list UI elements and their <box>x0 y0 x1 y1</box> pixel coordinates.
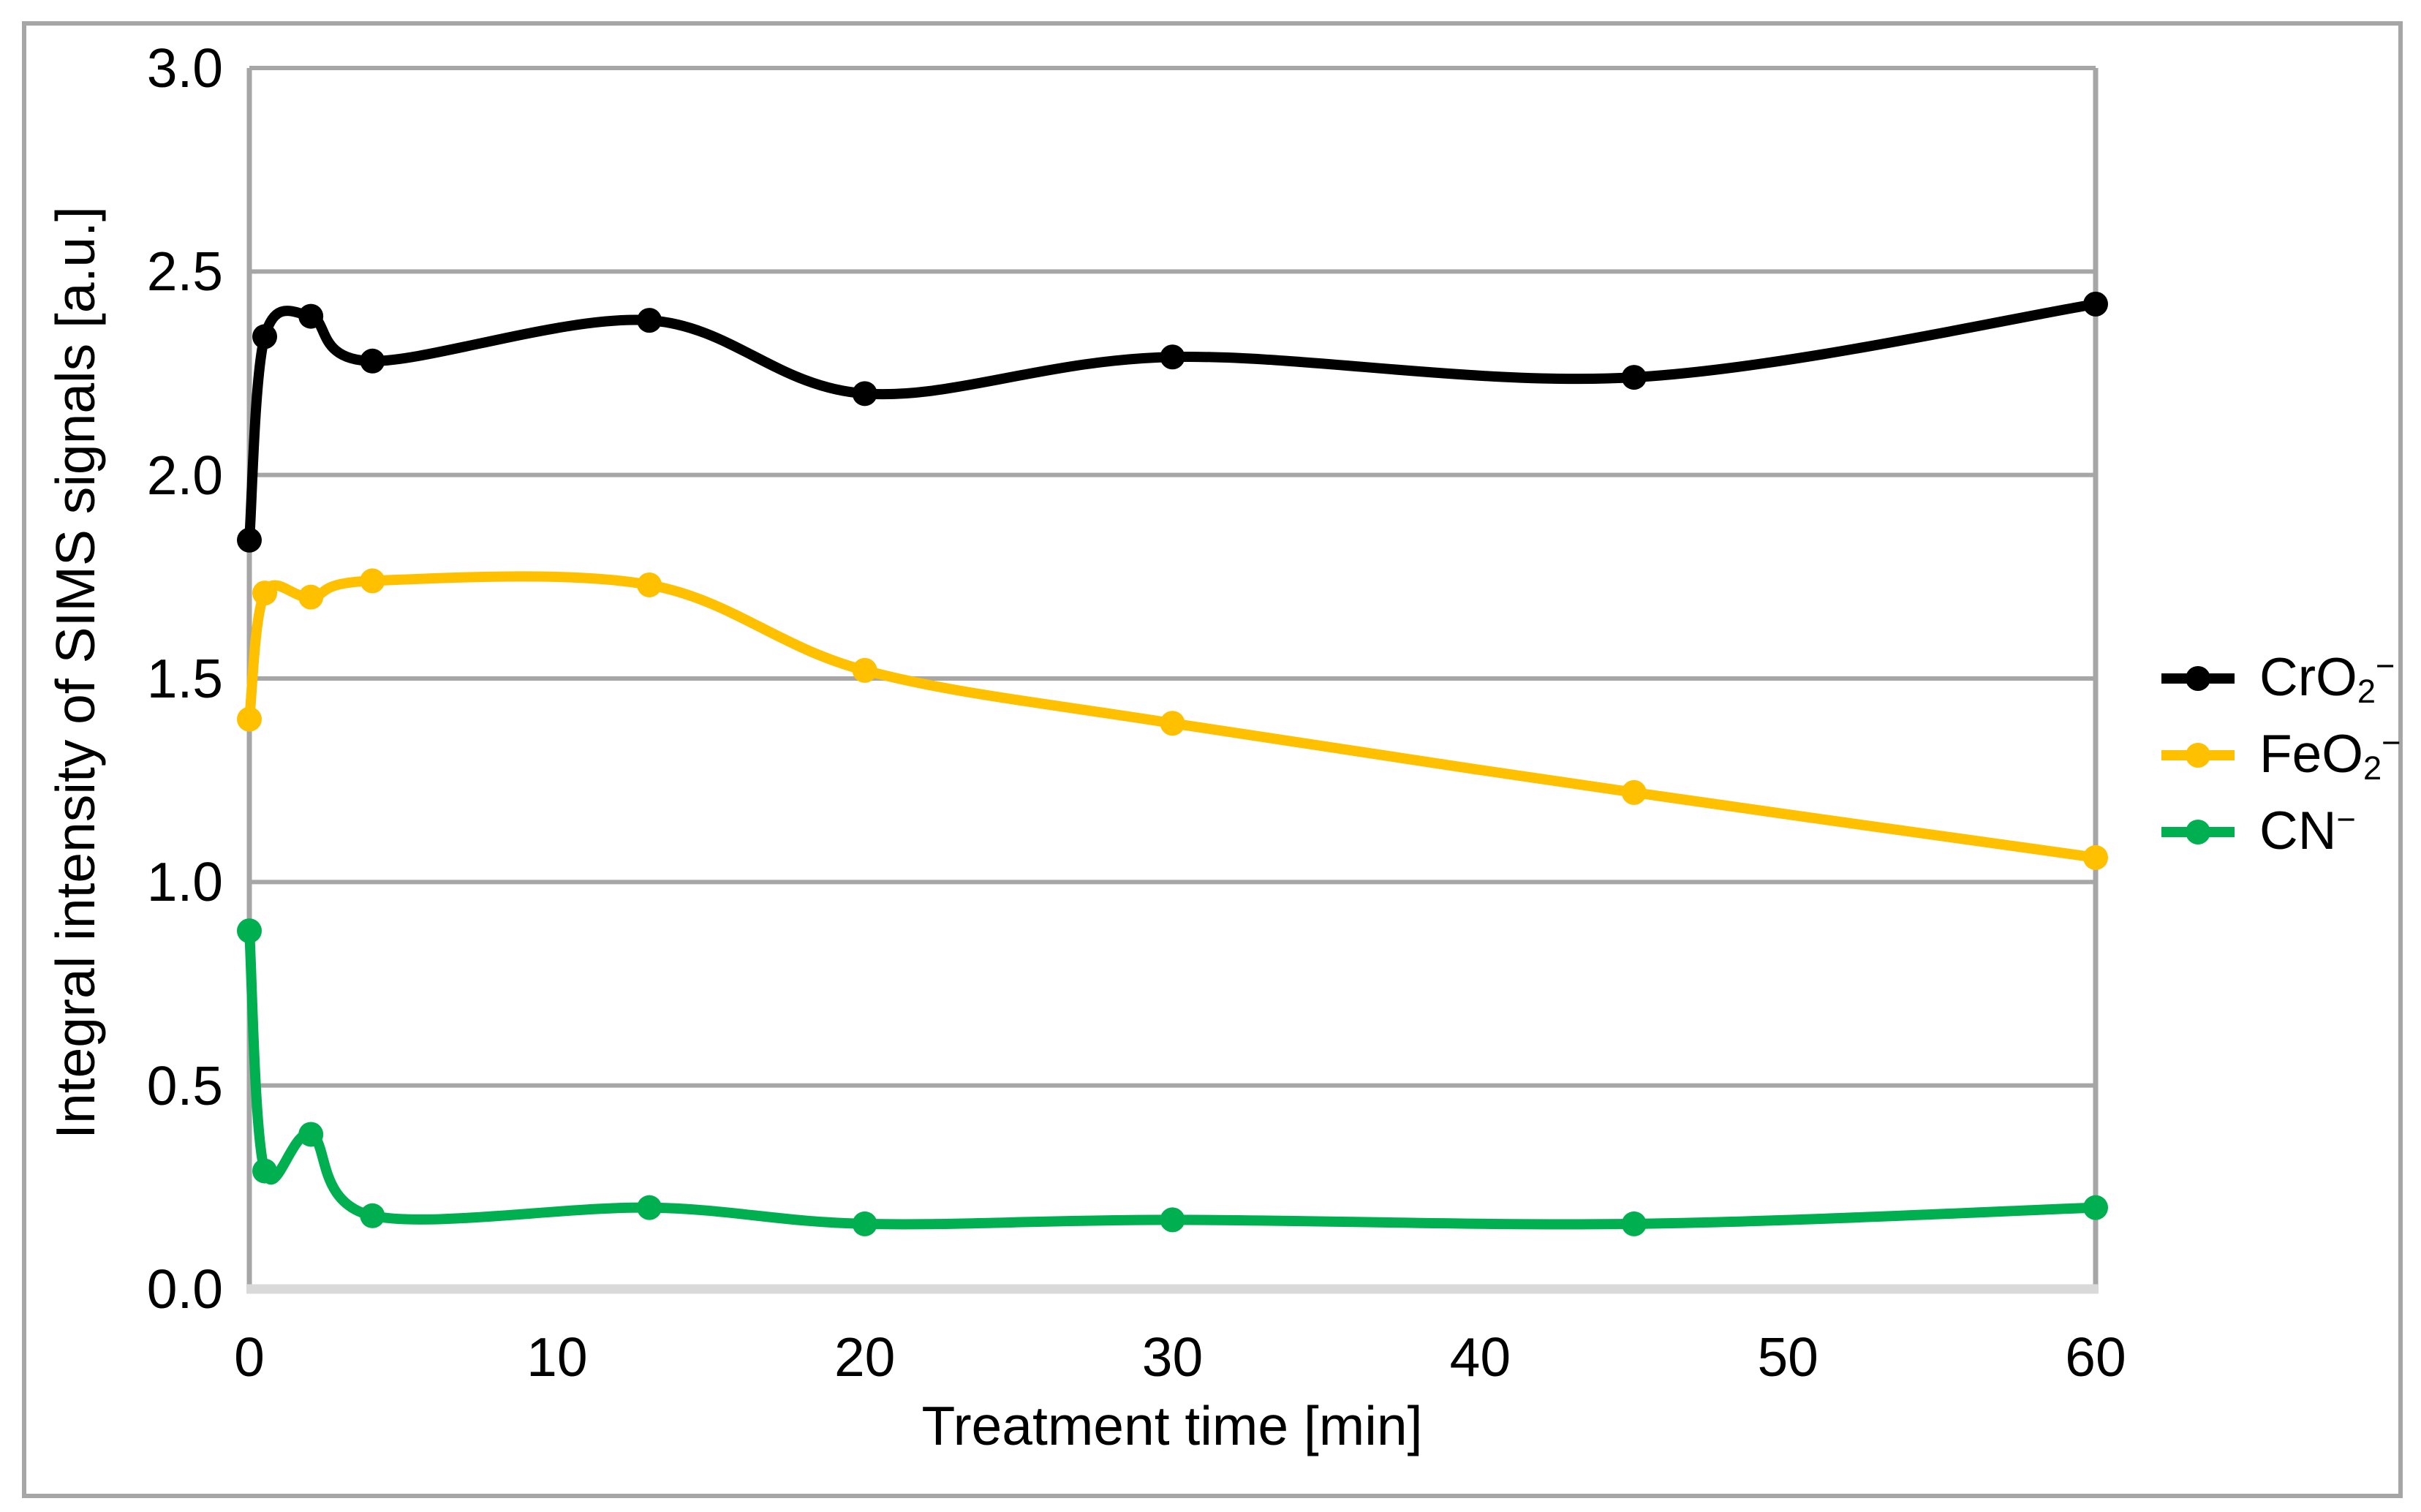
y-tick-label: 2.5 <box>146 241 223 303</box>
x-tick-label: 40 <box>1449 1326 1511 1388</box>
legend-item-feo: FeO2− <box>2158 723 2401 787</box>
x-tick-label: 50 <box>1757 1326 1818 1388</box>
figure-border <box>22 21 2403 1498</box>
data-point-marker <box>360 348 385 374</box>
legend-marker-icon <box>2161 820 2235 844</box>
x-tick-label: 60 <box>2065 1326 2126 1388</box>
data-point-marker <box>237 527 262 553</box>
data-point-marker <box>237 706 262 732</box>
data-point-marker <box>252 581 278 606</box>
data-point-marker <box>1621 365 1647 390</box>
legend-marker-icon <box>2161 666 2235 691</box>
data-point-marker <box>237 918 262 944</box>
x-tick-label: 10 <box>526 1326 588 1388</box>
data-point-marker <box>360 568 385 594</box>
data-point-marker <box>2083 1195 2108 1220</box>
legend-item-cro: CrO2− <box>2158 646 2395 711</box>
legend-label: FeO2− <box>2259 723 2401 787</box>
series-line-CN− <box>244 926 2101 1230</box>
data-point-marker <box>637 1195 662 1220</box>
y-tick-label: 3.0 <box>146 37 223 99</box>
data-point-marker <box>1621 779 1647 805</box>
data-point-marker <box>360 1203 385 1228</box>
y-tick-label: 1.0 <box>146 851 223 913</box>
legend-marker-icon <box>2161 743 2235 768</box>
x-tick-label: 20 <box>834 1326 896 1388</box>
legend-label: CrO2− <box>2259 646 2395 710</box>
x-tick-label: 0 <box>234 1326 265 1388</box>
y-tick-label: 2.0 <box>146 444 223 506</box>
x-axis-title: Treatment time [min] <box>921 1395 1423 1456</box>
legend-label: CN− <box>2259 800 2356 861</box>
data-point-marker <box>637 308 662 333</box>
data-point-marker <box>252 1158 278 1184</box>
data-point-marker <box>852 1211 877 1236</box>
data-point-marker <box>252 324 278 349</box>
data-point-marker <box>2083 844 2108 870</box>
data-point-marker <box>852 657 877 683</box>
data-point-marker <box>2083 291 2108 317</box>
y-tick-label: 0.5 <box>146 1054 223 1116</box>
legend-item-cn: CN− <box>2158 800 2356 864</box>
data-point-marker <box>298 303 324 329</box>
y-tick-label: 1.5 <box>146 648 223 709</box>
data-point-marker <box>637 572 662 597</box>
x-tick-label: 30 <box>1141 1326 1204 1388</box>
data-point-marker <box>1160 344 1185 370</box>
series-line-CrO2− <box>244 298 2101 545</box>
data-point-marker <box>1160 1207 1185 1233</box>
data-point-marker <box>1621 1211 1647 1236</box>
data-point-marker <box>1160 711 1185 736</box>
data-point-marker <box>298 1122 324 1147</box>
y-tick-label: 0.0 <box>146 1258 223 1320</box>
data-point-marker <box>298 584 324 610</box>
data-point-marker <box>852 381 877 407</box>
